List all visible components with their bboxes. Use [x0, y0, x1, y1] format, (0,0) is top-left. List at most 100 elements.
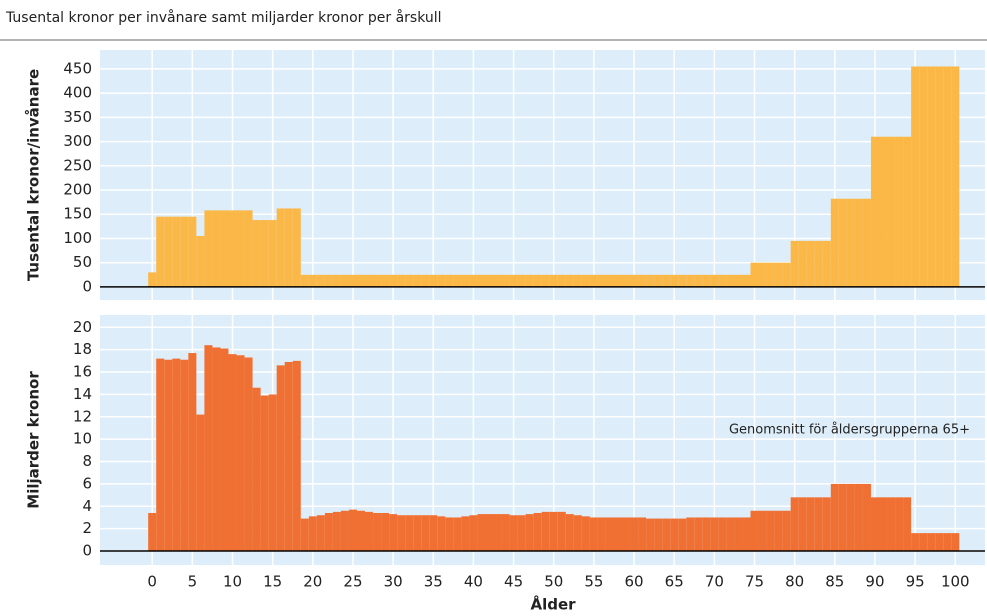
bar: [469, 274, 478, 287]
bar: [533, 274, 542, 287]
bar: [670, 274, 679, 287]
bar: [397, 274, 406, 287]
bar: [935, 66, 944, 287]
bar: [646, 274, 655, 287]
bar: [525, 274, 534, 287]
annotation: Genomsnitt för åldersgrupperna 65+: [729, 423, 970, 438]
bar: [734, 274, 743, 287]
bar: [911, 66, 920, 287]
bar: [694, 517, 703, 552]
bar: [638, 274, 647, 287]
x-tick-label: 70: [705, 573, 724, 591]
bar: [862, 483, 871, 552]
bar: [919, 66, 928, 287]
bar: [381, 274, 390, 287]
bar: [324, 512, 333, 552]
bar: [838, 483, 847, 552]
bar: [718, 517, 727, 552]
x-tick-label: 10: [223, 573, 242, 591]
bar: [188, 216, 197, 287]
x-tick-label: 100: [941, 573, 970, 591]
bar: [308, 516, 317, 552]
bar: [943, 533, 952, 552]
bar: [517, 515, 526, 552]
bar: [292, 360, 301, 552]
bar: [838, 198, 847, 287]
bar: [935, 533, 944, 552]
bar: [710, 517, 719, 552]
y-axis-label: Tusental kronor/invånare: [25, 69, 43, 281]
bar: [589, 274, 598, 287]
bar: [292, 208, 301, 287]
bar: [951, 533, 960, 552]
bar: [164, 216, 173, 287]
bar: [622, 517, 631, 552]
bar: [260, 395, 269, 552]
y-tick-label: 4: [82, 497, 92, 515]
x-tick-label: 65: [665, 573, 684, 591]
bar: [276, 208, 285, 287]
bar: [389, 514, 398, 552]
bar: [365, 511, 374, 552]
bar: [284, 361, 293, 552]
bar: [356, 274, 366, 287]
bar: [654, 518, 663, 552]
bar: [742, 517, 751, 552]
bar: [702, 517, 711, 552]
bar: [509, 515, 518, 552]
bar: [694, 274, 703, 287]
x-tick-label: 5: [188, 573, 198, 591]
bar: [830, 483, 839, 552]
bar: [774, 510, 783, 552]
bar: [477, 514, 486, 552]
bar: [927, 533, 936, 552]
bar: [485, 514, 494, 552]
bar: [461, 516, 470, 552]
bar: [951, 66, 960, 287]
bar: [734, 517, 743, 552]
y-tick-label: 18: [73, 340, 92, 358]
bar: [324, 274, 333, 287]
bar: [244, 210, 253, 287]
bar: [678, 274, 687, 287]
x-axis-label: Ålder: [530, 595, 576, 614]
bar: [381, 512, 390, 552]
bar: [397, 515, 406, 552]
bar: [260, 220, 269, 287]
bar: [806, 240, 815, 287]
bar: [340, 274, 349, 287]
bar: [212, 347, 221, 552]
bar: [501, 514, 510, 552]
bar: [332, 511, 341, 552]
bar: [605, 517, 614, 552]
bar: [284, 208, 293, 287]
y-tick-label: 16: [73, 363, 92, 381]
bar: [453, 517, 462, 552]
bar: [469, 515, 478, 552]
bar: [316, 515, 325, 552]
bar: [565, 514, 574, 552]
y-tick-label: 300: [63, 132, 92, 150]
bar: [276, 365, 285, 552]
bar: [790, 497, 799, 552]
bar: [445, 517, 454, 552]
bar: [814, 240, 823, 287]
bar: [549, 511, 558, 552]
bar: [903, 136, 912, 287]
bar: [589, 517, 598, 552]
bar: [365, 274, 374, 287]
bar: [268, 220, 277, 287]
y-tick-label: 6: [82, 474, 92, 492]
bar: [782, 510, 791, 552]
x-tick-label: 55: [584, 573, 603, 591]
bar: [300, 518, 309, 552]
bar: [678, 518, 687, 552]
x-tick-label: 20: [303, 573, 322, 591]
bar: [878, 497, 888, 552]
bar: [429, 274, 438, 287]
bar: [605, 274, 614, 287]
bar: [613, 274, 623, 287]
bar: [911, 533, 920, 552]
x-tick-label: 85: [825, 573, 844, 591]
bar: [630, 274, 639, 287]
